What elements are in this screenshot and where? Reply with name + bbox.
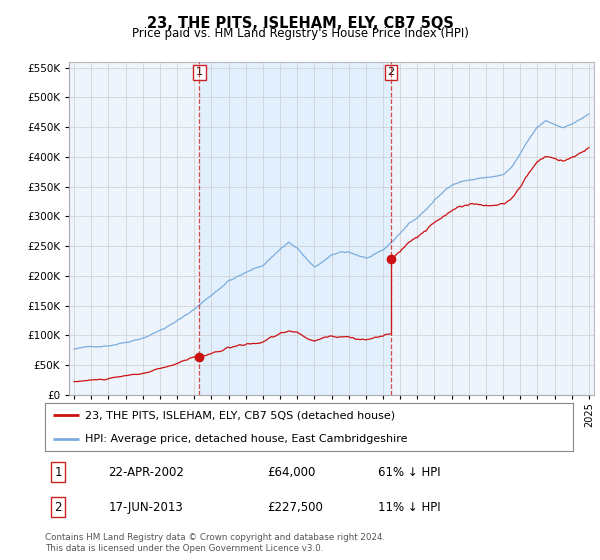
Text: 61% ↓ HPI: 61% ↓ HPI: [377, 466, 440, 479]
Text: 2: 2: [388, 67, 394, 77]
Text: Contains HM Land Registry data © Crown copyright and database right 2024.
This d: Contains HM Land Registry data © Crown c…: [45, 533, 385, 553]
Text: £64,000: £64,000: [267, 466, 315, 479]
Text: 11% ↓ HPI: 11% ↓ HPI: [377, 501, 440, 514]
Text: 1: 1: [196, 67, 203, 77]
Text: 22-APR-2002: 22-APR-2002: [109, 466, 184, 479]
Text: £227,500: £227,500: [267, 501, 323, 514]
Text: Price paid vs. HM Land Registry's House Price Index (HPI): Price paid vs. HM Land Registry's House …: [131, 27, 469, 40]
Text: 1: 1: [55, 466, 62, 479]
Bar: [199, 62, 391, 395]
Text: 23, THE PITS, ISLEHAM, ELY, CB7 5QS: 23, THE PITS, ISLEHAM, ELY, CB7 5QS: [146, 16, 454, 31]
Text: 17-JUN-2013: 17-JUN-2013: [109, 501, 183, 514]
Text: 2: 2: [55, 501, 62, 514]
Text: HPI: Average price, detached house, East Cambridgeshire: HPI: Average price, detached house, East…: [85, 434, 407, 444]
Text: 23, THE PITS, ISLEHAM, ELY, CB7 5QS (detached house): 23, THE PITS, ISLEHAM, ELY, CB7 5QS (det…: [85, 410, 395, 420]
